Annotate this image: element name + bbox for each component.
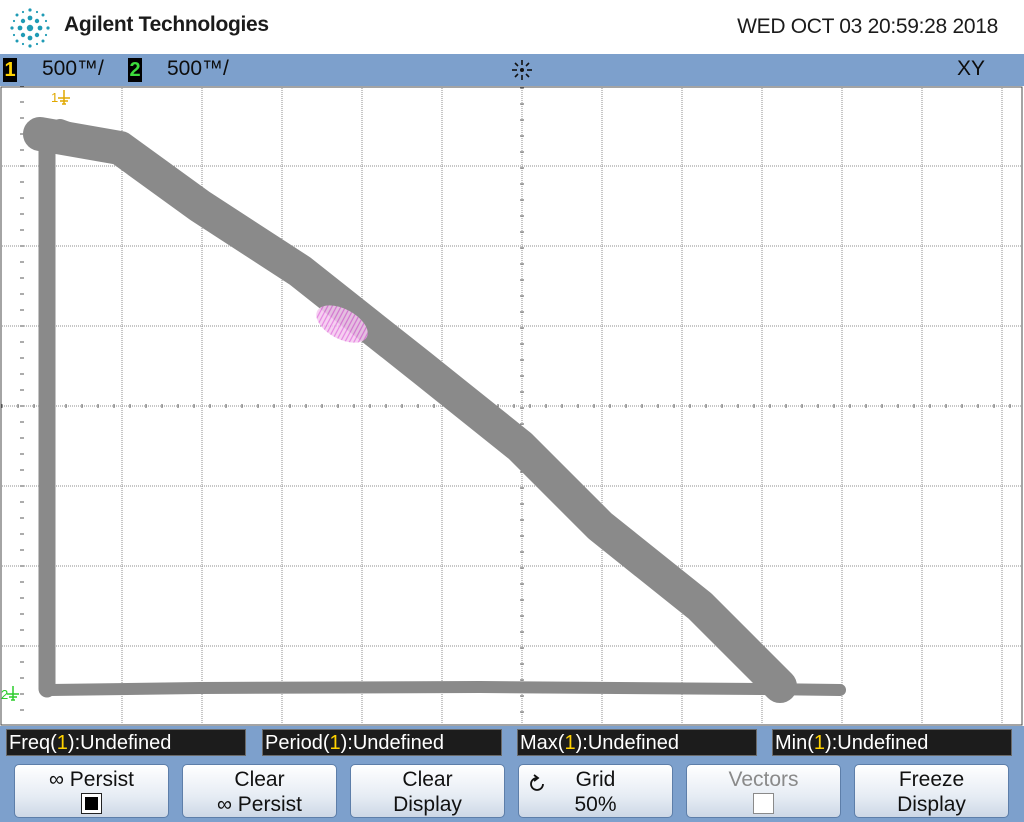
timebase-mode[interactable]: XY (957, 57, 986, 80)
xy-trace (23, 117, 846, 703)
measurement-channel: 1 (56, 732, 68, 754)
measurement-name: Period (265, 732, 323, 754)
measurement-freq[interactable]: Freq(1):Undefined (6, 729, 246, 756)
measurement-value: Undefined (837, 732, 929, 754)
graticule-grid (2, 88, 1021, 724)
measurement-name: Freq (9, 732, 51, 754)
measurement-name: Min (775, 732, 808, 754)
channel-2-scale[interactable]: 500™/ (167, 57, 229, 80)
softkey-menu: ∞ Persist Clear ∞ Persist Clear Display … (0, 760, 1024, 822)
date-time: WED OCT 03 20:59:28 2018 (737, 15, 998, 38)
persistence-highlight (316, 305, 368, 343)
measurement-value: Undefined (587, 732, 679, 754)
freeze-display-softkey[interactable]: Freeze Display (854, 764, 1009, 818)
measurement-period[interactable]: Period(1):Undefined (262, 729, 502, 756)
clear-persist-label-line2: ∞ Persist (217, 793, 302, 816)
measurement-channel: 1 (329, 732, 341, 754)
grid-label-line2: 50% (574, 793, 617, 816)
graticule-border (0, 86, 1023, 726)
measurement-value: Undefined (352, 732, 445, 754)
brand-name: Agilent Technologies (64, 13, 269, 36)
measurement-bar: Freq(1):Undefined Period(1):Undefined Ma… (0, 726, 1024, 760)
freeze-display-label-line2: Display (897, 793, 966, 816)
clear-display-label-line2: Display (393, 793, 462, 816)
channel-1-scale[interactable]: 500™/ (42, 57, 104, 80)
agilent-spark-logo-icon (10, 8, 50, 48)
clear-display-softkey[interactable]: Clear Display (350, 764, 505, 818)
waveform-display[interactable]: 1 2 (0, 86, 1024, 726)
grid-label-line1: Grid (575, 768, 616, 791)
measurement-channel: 1 (564, 732, 576, 754)
channel-2-ground-marker: 2 (1, 686, 19, 702)
acquisition-run-icon[interactable] (506, 54, 538, 86)
measurement-name: Max (520, 732, 558, 754)
measurement-value: Undefined (80, 732, 172, 754)
rotate-knob-icon (530, 774, 544, 791)
measurement-max[interactable]: Max(1):Undefined (517, 729, 757, 756)
xy-plot: 1 2 (0, 86, 1023, 726)
measurement-min[interactable]: Min(1):Undefined (772, 729, 1012, 756)
clear-persist-softkey[interactable]: Clear ∞ Persist (182, 764, 337, 818)
channel-1-badge[interactable]: 1 (3, 58, 17, 82)
channel-2-marker-label: 2 (1, 687, 8, 702)
channel-1-marker-label: 1 (51, 90, 58, 105)
status-bar: 1 500™/ 2 500™/ XY (0, 54, 1024, 86)
graticule-center-ticks (1, 86, 1011, 713)
persist-softkey[interactable]: ∞ Persist (14, 764, 169, 818)
freeze-display-label-line1: Freeze (898, 768, 965, 791)
title-bar: Agilent Technologies WED OCT 03 20:59:28… (0, 0, 1024, 54)
clear-display-label-line1: Clear (402, 768, 453, 791)
persist-checkbox[interactable] (81, 793, 102, 814)
channel-2-badge[interactable]: 2 (128, 58, 142, 82)
vectors-checkbox[interactable] (753, 793, 774, 814)
persist-label: ∞ Persist (49, 768, 134, 791)
vectors-softkey[interactable]: Vectors (686, 764, 841, 818)
measurement-channel: 1 (813, 732, 826, 754)
grid-softkey[interactable]: Grid 50% (518, 764, 673, 818)
channel-1-ground-marker: 1 (51, 90, 70, 105)
vectors-label: Vectors (728, 768, 799, 791)
clear-persist-label-line1: Clear (234, 768, 285, 791)
